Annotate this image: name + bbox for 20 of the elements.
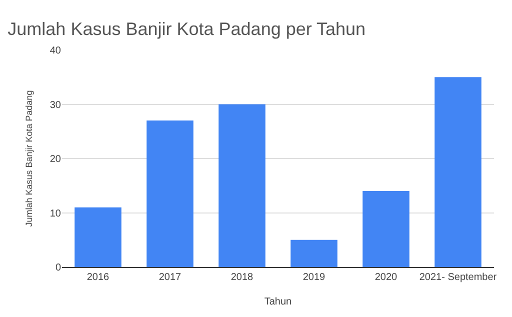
x-tick-label: 2018 <box>230 272 254 283</box>
y-tick-label: 10 <box>50 208 62 220</box>
x-axis-title: Tahun <box>264 296 292 308</box>
x-tick-label: 2017 <box>158 272 182 283</box>
bar <box>434 77 482 267</box>
chart-title: Jumlah Kasus Banjir Kota Padang per Tahun <box>8 18 366 39</box>
bar <box>146 120 194 267</box>
x-tick-label: 2021- September <box>419 272 498 283</box>
y-tick-label: 40 <box>50 46 62 56</box>
x-tick-label: 2016 <box>86 272 110 283</box>
bar <box>362 191 410 267</box>
y-tick-label: 0 <box>55 262 62 274</box>
bar <box>218 104 266 267</box>
y-axis-title: Jumlah Kasus Banjir Kota Padang <box>24 90 34 227</box>
bar <box>74 207 122 267</box>
x-tick-label: 2019 <box>302 272 326 283</box>
y-tick-label: 20 <box>50 154 62 165</box>
x-tick-label: 2020 <box>374 272 398 283</box>
bar <box>290 240 338 267</box>
y-tick-label: 30 <box>50 100 62 111</box>
